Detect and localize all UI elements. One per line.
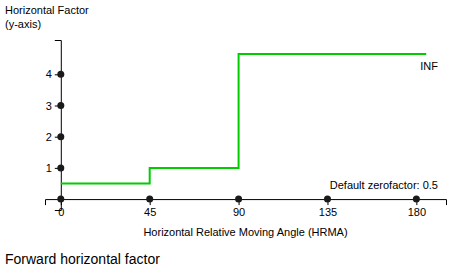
tick-label: 90	[233, 206, 245, 218]
axis-line	[55, 41, 62, 211]
y-axis: 1 2 3 4	[46, 41, 62, 211]
tick-label: 4	[46, 68, 52, 80]
dot	[324, 196, 331, 203]
dot	[146, 196, 153, 203]
annotation: Default zerofactor: 0.5	[330, 179, 438, 191]
tick-label: 1	[46, 162, 52, 174]
y-axis-label: (y-axis)	[5, 18, 41, 30]
tick-label: 3	[46, 100, 52, 112]
tick-label: 135	[319, 206, 337, 218]
x-axis-label: Horizontal Relative Moving Angle (HRMA)	[143, 226, 347, 238]
dot	[57, 164, 64, 171]
y-axis-label: Horizontal Factor	[5, 4, 89, 16]
tick-label: 45	[144, 206, 156, 218]
dot	[413, 196, 420, 203]
texts: Horizontal Factor (y-axis) Horizontal Rela…	[5, 4, 438, 267]
dot	[57, 102, 64, 109]
axis-line	[46, 200, 447, 206]
dot	[57, 196, 64, 203]
step-line	[61, 54, 426, 183]
dot	[235, 196, 242, 203]
chart: 045901351801234Horizontal Factor(y-axis)…	[0, 0, 461, 272]
annotation: INF	[420, 60, 438, 72]
tick-label: 2	[46, 131, 52, 143]
title: Forward horizontal factor	[5, 251, 160, 267]
tick-label: 180	[408, 206, 426, 218]
dot	[57, 133, 64, 140]
dot	[57, 71, 64, 78]
x-axis: 04590135180	[46, 199, 447, 218]
